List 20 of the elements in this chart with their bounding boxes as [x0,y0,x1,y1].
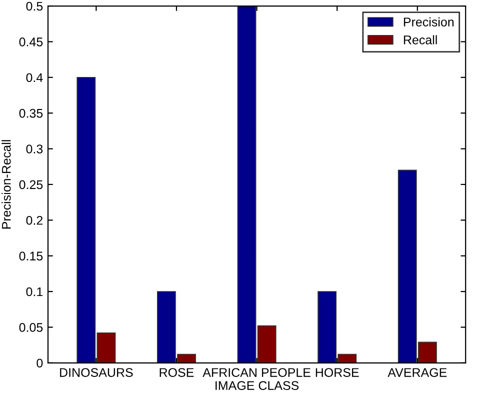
y-axis-title: Precision-Recall [2,140,11,229]
y-tick-label: 0.15 [19,252,43,260]
y-tick-label: 0.35 [19,108,43,118]
legend-label: Precision [404,17,454,26]
x-tick-label: AFRICAN PEOPLE [202,368,310,377]
x-axis-title: IMAGE CLASS [216,381,299,390]
y-tick-label: 0 [36,358,43,368]
y-tick-label: 0.2 [26,216,43,225]
y-tick-label: 0.25 [19,180,43,190]
y-tick-label: 0.5 [26,2,43,11]
y-tick-label: 0.4 [26,73,43,82]
x-tick-label: DINOSAURS [60,368,133,377]
legend-label: Recall [404,35,437,44]
x-tick-label: HORSE [316,368,359,377]
y-tick-label: 0.45 [19,38,43,46]
y-tick-label: 0.3 [26,144,43,154]
x-tick-label: ROSE [160,368,194,377]
y-tick-label: 0.05 [19,323,43,332]
x-tick-label: AVERAGE [388,368,447,377]
y-tick-label: 0.1 [26,287,43,296]
